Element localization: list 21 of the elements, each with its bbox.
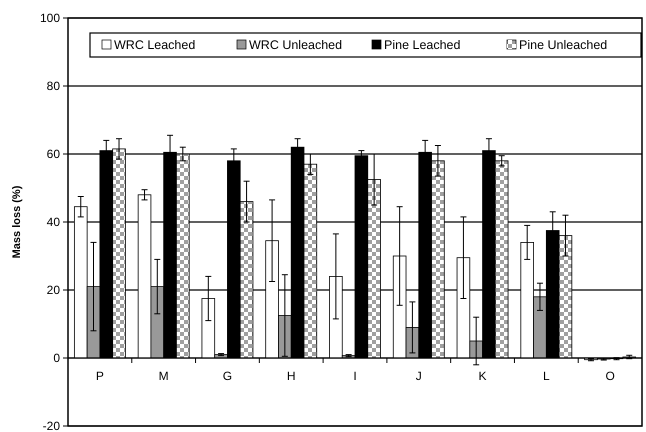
y-tick-label: 0	[53, 351, 60, 366]
x-tick-label: K	[478, 369, 487, 383]
legend-label: WRC Unleached	[249, 38, 342, 52]
legend-label: Pine Leached	[384, 38, 460, 52]
y-tick-label: -20	[42, 419, 60, 432]
y-tick-label: 60	[46, 147, 60, 162]
x-tick-label: L	[542, 369, 550, 383]
x-tick-label: H	[286, 369, 296, 383]
x-tick-label: I	[353, 369, 357, 383]
x-tick-label: P	[96, 369, 104, 383]
legend-label: Pine Unleached	[519, 38, 608, 52]
y-axis-title: Mass loss (%)	[11, 185, 23, 258]
x-tick-label: G	[222, 369, 232, 383]
y-tick-label: 100	[40, 11, 60, 26]
y-tick-label: 20	[46, 283, 60, 298]
y-tick-label: 80	[46, 79, 60, 94]
x-tick-label: O	[605, 369, 615, 383]
x-tick-label: J	[416, 369, 422, 383]
legend-label: WRC Leached	[114, 38, 196, 52]
y-tick-label: 40	[46, 215, 60, 230]
x-tick-label: M	[158, 369, 169, 383]
